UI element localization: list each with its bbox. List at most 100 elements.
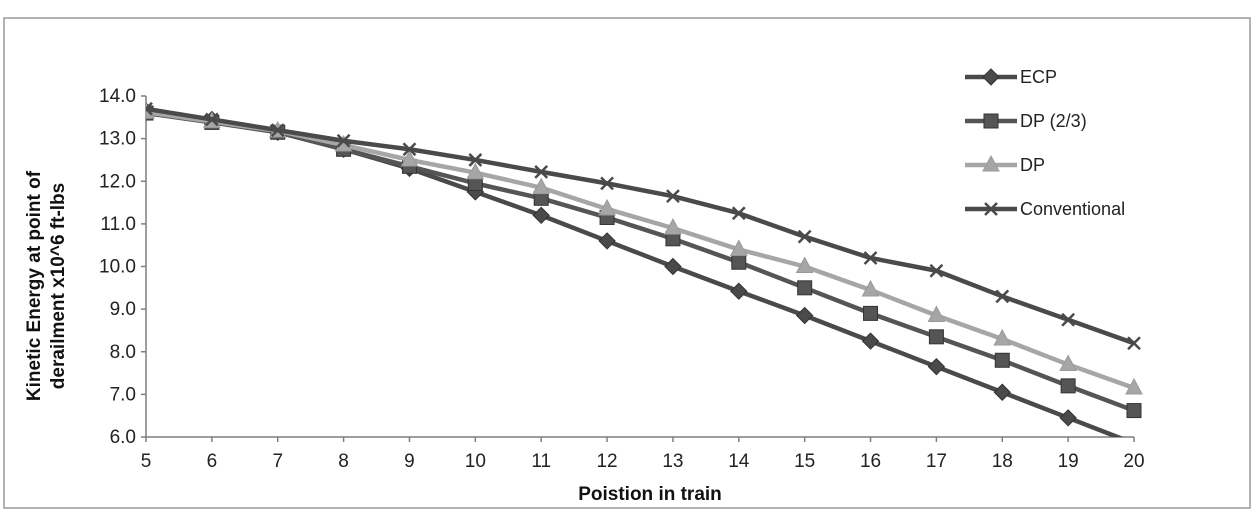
x-marker-stroke	[204, 112, 219, 127]
y-tick-label: 13.0	[99, 129, 136, 150]
series-dp-line	[146, 109, 1135, 391]
x-tick-label: 20	[1123, 451, 1144, 472]
series-conventional-point	[1061, 312, 1076, 327]
y-tick-label: 12.0	[99, 171, 136, 192]
legend-dp-2-3-label: DP (2/3)	[1020, 111, 1087, 131]
series-dp-point	[795, 256, 814, 273]
series-conventional-point	[336, 133, 351, 148]
series-dp-2-3-line	[146, 110, 1135, 413]
x-tick-label: 17	[926, 451, 947, 472]
x-tick-label: 19	[1058, 451, 1079, 472]
series-conventional-point	[863, 251, 878, 265]
series-dp-point	[400, 149, 419, 167]
x-tick-label: 7	[272, 451, 283, 472]
legend-item-dp: DP	[965, 154, 1045, 175]
series-conventional-point	[402, 142, 417, 157]
series-dp-2-3-point	[928, 329, 944, 345]
x-marker-stroke	[270, 123, 285, 137]
series-conventional-point	[534, 164, 549, 179]
series-dp-point	[927, 305, 946, 323]
series-dp-2-3-point	[863, 305, 879, 321]
x-marker-stroke	[1127, 336, 1141, 351]
y-tick-label: 14.0	[99, 86, 136, 107]
series-dp-2-3-point	[1060, 378, 1076, 394]
series-dp-2-3-point	[994, 352, 1010, 368]
series-dp-point	[466, 162, 485, 180]
series-dp-point	[664, 218, 682, 235]
series-ecp-point	[993, 383, 1011, 401]
series-ecp-point	[927, 357, 946, 376]
series-ecp-point	[1059, 409, 1077, 427]
x-tick-label: 14	[728, 451, 750, 472]
series-dp-point	[1125, 377, 1143, 395]
y-tick-label: 9.0	[110, 299, 136, 320]
x-marker-stroke	[1061, 312, 1076, 327]
series-conventional-point	[204, 112, 219, 127]
x-marker-stroke	[863, 251, 878, 265]
x-tick-label: 12	[596, 451, 617, 472]
x-marker-stroke	[146, 101, 153, 111]
x-tick-label: 11	[531, 451, 551, 472]
x-marker-stroke	[929, 263, 944, 278]
x-marker-stroke	[402, 142, 417, 157]
series-conventional-point	[929, 263, 944, 278]
legend-item-ecp: ECP	[965, 67, 1057, 87]
series-dp-point	[598, 198, 616, 216]
series-conventional-point	[468, 153, 483, 167]
legend: ECP DP (2/3) DP Conventional	[965, 67, 1125, 219]
series-conventional-point	[270, 123, 285, 137]
series-conventional-point	[1127, 336, 1141, 351]
x-marker-stroke	[600, 176, 614, 191]
series-dp-point	[861, 279, 880, 297]
series-ecp-point	[532, 206, 550, 225]
series-conventional-point	[995, 289, 1010, 304]
legend-item-conventional: Conventional	[965, 199, 1125, 219]
y-tick-label: 7.0	[110, 384, 136, 405]
series-dp-point	[1059, 354, 1077, 372]
series-dp-2-3-point	[797, 280, 813, 296]
series-ecp-point	[664, 257, 682, 276]
series-dp-2-3-point	[731, 254, 747, 270]
series-dp-point	[729, 239, 748, 256]
legend-conventional-label: Conventional	[1020, 199, 1125, 219]
series-dp	[146, 102, 1143, 395]
x-tick-label: 16	[860, 451, 881, 472]
x-tick-label: 13	[662, 451, 683, 472]
y-axis-title-line2: derailment x10^6 ft-lbs	[48, 183, 69, 389]
series-dp-point	[993, 328, 1012, 346]
legend-dp-label: DP	[1020, 155, 1045, 175]
x-tick-label: 18	[992, 451, 1013, 472]
axes: 6.0 7.0 8.0 9.0 10.0 11.0 12.0 13.0 14.0 5 6 7 8 9 10 1…	[99, 86, 1145, 472]
series-dp-2-3-point	[1126, 403, 1142, 419]
x-tick-label: 8	[338, 451, 349, 472]
chart-border	[3, 17, 1251, 509]
x-marker-stroke	[534, 164, 549, 179]
legend-dp-2-3-marker	[983, 113, 999, 129]
series-conventional-point	[146, 101, 153, 116]
x-axis-title: Poistion in train	[578, 484, 722, 505]
series-conventional-point	[731, 206, 746, 221]
x-tick-label: 5	[141, 451, 152, 472]
x-marker-stroke	[666, 189, 680, 204]
series-conventional	[146, 101, 1141, 351]
series-ecp-point	[861, 332, 880, 350]
series-conventional-point	[666, 189, 680, 204]
y-tick-label: 8.0	[110, 342, 136, 363]
y-tick-label: 10.0	[99, 257, 136, 278]
series-layer	[146, 101, 1143, 437]
x-marker-stroke	[731, 206, 746, 221]
x-tick-label: 10	[465, 451, 486, 472]
legend-ecp-marker	[982, 68, 1000, 86]
y-tick-label: 11.0	[100, 214, 136, 235]
series-conventional-point	[797, 229, 812, 244]
legend-item-dp-2-3: DP (2/3)	[965, 111, 1087, 131]
x-tick-label: 9	[404, 451, 415, 472]
x-tick-label: 6	[207, 451, 218, 472]
x-marker-stroke	[984, 202, 998, 216]
series-ecp-point	[795, 306, 814, 325]
series-dp-point	[532, 177, 551, 195]
legend-dp-marker	[982, 154, 1000, 172]
